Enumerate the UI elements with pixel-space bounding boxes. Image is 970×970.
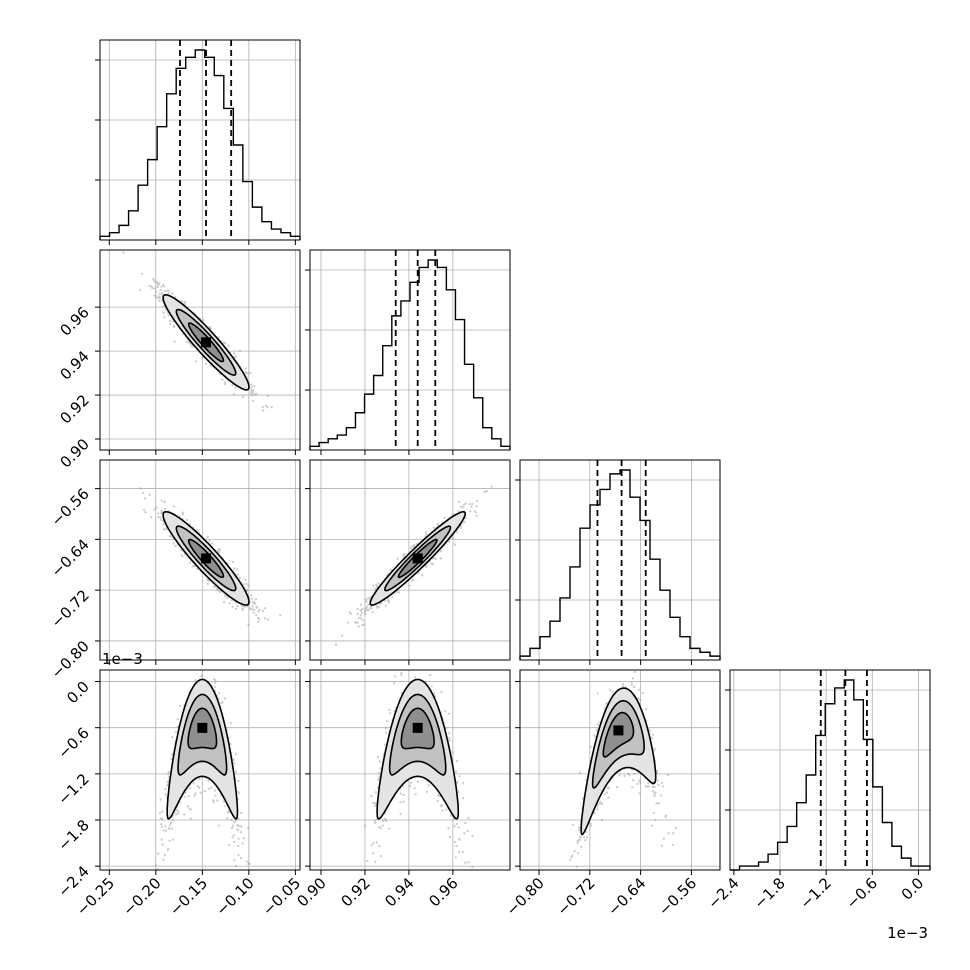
x-tick-label: −1.2 <box>796 874 834 912</box>
scatter-panel-3-1: 0.90 0.92 0.94 0.96 <box>293 669 511 910</box>
contour-line <box>187 707 218 750</box>
x-tick-label: 0.90 <box>293 874 329 910</box>
panel-frame <box>729 669 931 871</box>
contour-line <box>175 525 237 592</box>
contour-line <box>187 538 225 579</box>
panel-frame <box>309 669 511 871</box>
scatter-panel-3-2: −0.80 −0.72 −0.64 −0.56 <box>503 669 721 919</box>
contour-line <box>397 538 438 579</box>
panel-content <box>139 487 282 626</box>
x-tick-label: −2.4 <box>704 874 742 912</box>
density-peak <box>201 553 212 564</box>
y-tick-label: −0.80 <box>48 637 93 682</box>
y-tick-label: −0.72 <box>48 586 93 631</box>
y-tick-label: −0.56 <box>48 485 93 530</box>
density-peak <box>412 553 423 564</box>
scatter-panel-1-0: 0.90 0.92 0.94 0.96 <box>56 249 301 471</box>
panel-content <box>569 670 677 868</box>
x-tick-label: −0.20 <box>119 874 164 919</box>
y-tick-label: −0.64 <box>48 535 93 580</box>
y-tick-label: −1.8 <box>54 816 92 854</box>
x-offset-label: 1e−3 <box>887 924 928 942</box>
y-tick-label: 0.92 <box>56 391 92 427</box>
contour-line <box>162 511 250 606</box>
contour-line <box>384 525 452 592</box>
x-tick-label: 0.94 <box>381 874 417 910</box>
scatter-panel-3-0: −0.25 −0.20 −0.15 −0.10 −0.05−2.4−1.8−1.2−0.… <box>54 669 304 919</box>
panel-frame <box>99 39 301 241</box>
hist-panel-0 <box>95 39 301 245</box>
contour-line <box>400 707 435 750</box>
panel-content <box>122 251 273 412</box>
x-tick-label: −0.10 <box>212 874 257 919</box>
density-peak <box>201 337 212 348</box>
density-peak <box>197 722 208 733</box>
contour-line <box>175 308 237 376</box>
scatter-panel-2-1 <box>305 459 511 665</box>
panel-frame <box>519 459 721 661</box>
histogram-step <box>309 259 511 450</box>
contour-line <box>177 693 228 776</box>
x-tick-label: −0.6 <box>843 874 881 912</box>
panel-content <box>334 485 493 646</box>
x-tick-label: −0.15 <box>166 874 211 919</box>
contour-line <box>376 678 460 820</box>
contour-line <box>162 294 250 391</box>
contour-line <box>602 711 635 758</box>
panel-content <box>363 672 474 868</box>
corner-panels: −2.4 −1.8 −1.2 −0.6 0.00.900.920.940.96−0.80… <box>48 39 931 942</box>
panel-frame <box>309 459 511 661</box>
panel-frame <box>519 669 721 871</box>
contour-line <box>591 699 646 789</box>
contour-line <box>187 322 225 363</box>
histogram-step <box>730 679 931 871</box>
x-tick-label: −0.64 <box>604 874 649 919</box>
panel-frame <box>309 249 511 451</box>
contour-line <box>580 687 657 836</box>
contour-line <box>166 678 239 820</box>
hist-panel-2 <box>515 459 721 665</box>
histogram-step <box>99 49 301 240</box>
y-offset-label: 1e−3 <box>102 650 143 668</box>
contour-line <box>369 511 467 606</box>
x-tick-label: −0.72 <box>553 874 598 919</box>
x-tick-label: 0.96 <box>425 874 461 910</box>
density-peak <box>613 725 624 736</box>
x-tick-label: −0.56 <box>655 874 700 919</box>
panel-frame <box>99 459 301 661</box>
x-tick-label: −0.80 <box>503 874 548 919</box>
y-tick-label: 0.96 <box>56 303 92 339</box>
density-peak <box>412 722 423 733</box>
scatter-panel-2-0: −0.80 −0.72 −0.64 −0.56 <box>48 459 301 682</box>
hist-panel-1 <box>305 249 511 455</box>
hist-panel-3: −2.4 −1.8 −1.2 −0.6 0.0 <box>704 669 931 913</box>
panel-frame <box>99 249 301 451</box>
panel-content <box>154 670 251 870</box>
y-tick-label: 0.94 <box>56 347 92 383</box>
x-tick-label: −1.8 <box>750 874 788 912</box>
y-tick-label: −1.2 <box>54 770 92 808</box>
histogram-step <box>519 469 721 660</box>
y-tick-label: 0.0 <box>63 678 93 708</box>
y-tick-label: 0.90 <box>56 435 92 471</box>
y-tick-label: −0.6 <box>54 724 92 762</box>
panel-frame <box>99 669 301 871</box>
x-tick-label: 0.0 <box>898 874 928 904</box>
contour-line <box>388 693 447 776</box>
x-tick-label: 0.92 <box>337 874 373 910</box>
